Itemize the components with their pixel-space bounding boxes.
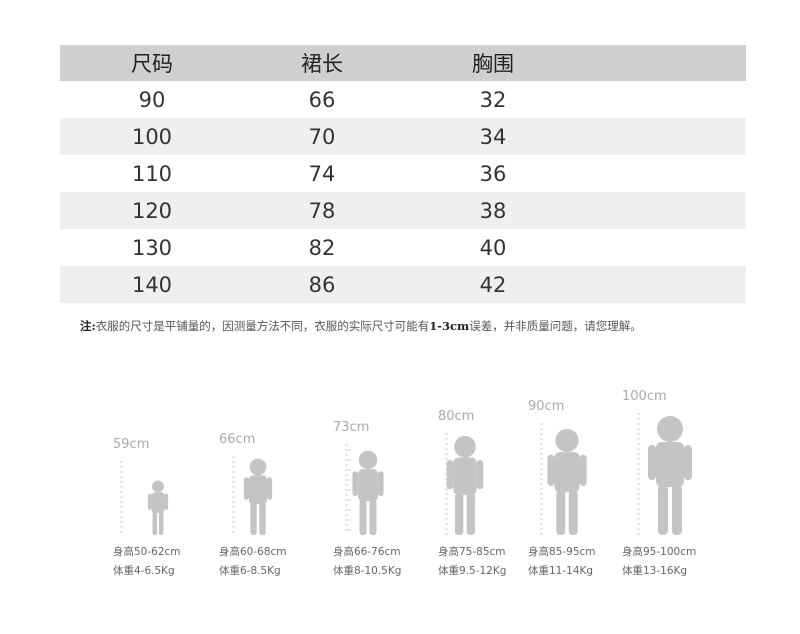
table-cell: 130 <box>131 235 173 260</box>
table-cell: 74 <box>308 161 336 186</box>
table-cell: 42 <box>479 272 507 297</box>
figure-caption: 身高85-95cm 体重11-14Kg <box>528 543 596 581</box>
figure-caption: 身高60-68cm 体重6-8.5Kg <box>219 543 287 581</box>
figure-caption: 身高66-76cm 体重8-10.5Kg <box>333 543 401 581</box>
table-header: 尺码 裙长 胸围 <box>60 45 746 81</box>
weight-range: 体重4-6.5Kg <box>113 565 175 577</box>
weight-range: 体重9.5-12Kg <box>438 565 507 577</box>
table-cell: 38 <box>479 198 507 223</box>
size-table: 尺码 裙长 胸围 90 66 32 100 70 34 110 74 36 120 78 38 130 8… <box>60 45 746 303</box>
figure-caption: 身高75-85cm 体重9.5-12Kg <box>438 543 506 581</box>
table-cell: 32 <box>479 87 507 112</box>
note-text: 衣服的尺寸是平铺量的，因测量方法不同，衣服的实际尺寸可能有 <box>95 319 430 333</box>
weight-range: 体重11-14Kg <box>528 565 594 577</box>
height-label: 100cm <box>622 389 667 404</box>
weight-range: 体重13-16Kg <box>622 565 688 577</box>
weight-range: 体重6-8.5Kg <box>219 565 281 577</box>
note-bold: 1-3cm <box>429 319 470 333</box>
table-cell: 100 <box>131 124 173 149</box>
height-label: 80cm <box>438 409 475 424</box>
table-cell: 110 <box>131 161 173 186</box>
note-text-end: 误差，并非质量问题，请您理解。 <box>469 319 642 333</box>
height-label: 59cm <box>113 437 150 452</box>
header-length: 裙长 <box>301 52 343 76</box>
table-cell: 86 <box>308 272 336 297</box>
height-range: 身高95-100cm <box>622 546 697 558</box>
height-range: 身高60-68cm <box>219 546 287 558</box>
header-size: 尺码 <box>131 52 173 76</box>
table-cell: 40 <box>479 235 507 260</box>
height-range: 身高50-62cm <box>113 546 181 558</box>
height-label: 66cm <box>219 432 256 447</box>
table-cell: 140 <box>131 272 173 297</box>
table-body: 90 66 32 100 70 34 110 74 36 120 78 38 130 82 40 140 86 4… <box>60 81 746 303</box>
table-cell: 78 <box>308 198 336 223</box>
table-row: 90 66 32 <box>60 81 746 118</box>
table-cell: 120 <box>131 198 173 223</box>
note: 注:衣服的尺寸是平铺量的，因测量方法不同，衣服的实际尺寸可能有1-3cm误差，并… <box>80 318 642 334</box>
height-range: 身高85-95cm <box>528 546 596 558</box>
table-cell: 90 <box>138 87 166 112</box>
table-cell: 82 <box>308 235 336 260</box>
weight-range: 体重8-10.5Kg <box>333 565 402 577</box>
height-range: 身高66-76cm <box>333 546 401 558</box>
table-cell: 36 <box>479 161 507 186</box>
table-row: 100 70 34 <box>60 118 746 155</box>
table-cell: 66 <box>308 87 336 112</box>
note-prefix: 注: <box>80 319 96 333</box>
figure-caption: 身高50-62cm 体重4-6.5Kg <box>113 543 181 581</box>
height-label: 90cm <box>528 399 565 414</box>
table-row: 110 74 36 <box>60 155 746 192</box>
figure-caption: 身高95-100cm 体重13-16Kg <box>622 543 696 581</box>
header-chest: 胸围 <box>472 52 514 76</box>
table-row: 130 82 40 <box>60 229 746 266</box>
table-cell: 34 <box>479 124 507 149</box>
height-label: 73cm <box>333 420 370 435</box>
height-range: 身高75-85cm <box>438 546 506 558</box>
table-row: 140 86 42 <box>60 266 746 303</box>
table-row: 120 78 38 <box>60 192 746 229</box>
table-cell: 70 <box>308 124 336 149</box>
